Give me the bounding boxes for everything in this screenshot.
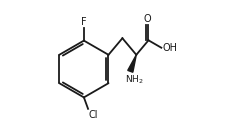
Text: F: F — [81, 17, 86, 27]
Text: O: O — [143, 14, 151, 24]
Text: OH: OH — [161, 43, 176, 53]
Polygon shape — [127, 55, 136, 72]
Text: Cl: Cl — [88, 110, 98, 120]
Text: NH$_2$: NH$_2$ — [125, 73, 143, 86]
